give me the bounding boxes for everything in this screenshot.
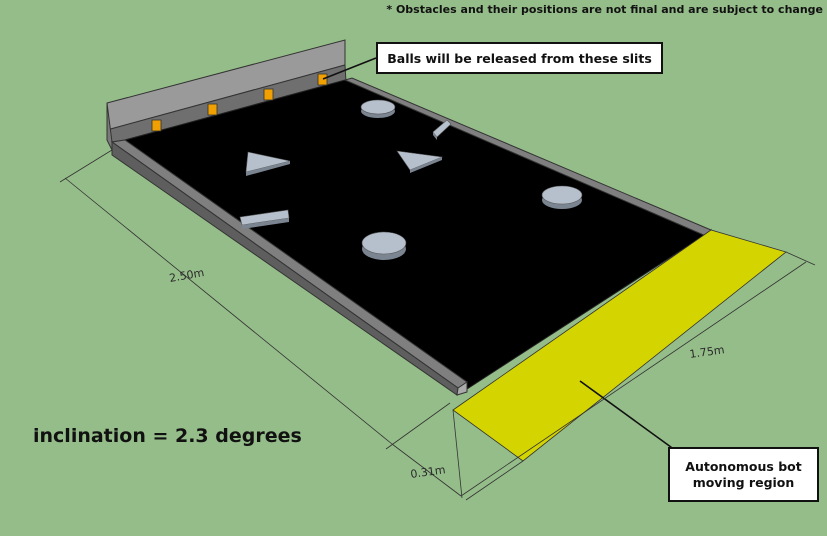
obstacle-triangle xyxy=(396,150,444,173)
leader-lines xyxy=(322,57,676,451)
dimension-width-label: 1.75m xyxy=(689,343,726,361)
slit xyxy=(317,73,328,86)
back-wall xyxy=(106,39,347,151)
inclination-label: inclination = 2.3 degrees xyxy=(33,425,302,447)
obstacles xyxy=(239,99,583,260)
dimension-lines xyxy=(59,149,816,501)
slit xyxy=(263,88,274,101)
slit xyxy=(151,119,162,132)
obstacle-disc xyxy=(360,99,396,118)
obstacle-triangle xyxy=(245,151,291,176)
obstacle-disc xyxy=(541,185,583,209)
bot-region-callout: Autonomous bot moving region xyxy=(668,447,819,502)
disclaimer-note: * Obstacles and their positions are not … xyxy=(386,3,823,16)
release-slits xyxy=(151,73,328,132)
slits-callout: Balls will be released from these slits xyxy=(376,42,663,74)
obstacle-block xyxy=(239,209,290,229)
left-side-rail xyxy=(110,139,468,396)
obstacle-disc xyxy=(361,231,407,260)
dimension-length-label: 2.50m xyxy=(168,266,205,285)
obstacle-block xyxy=(432,119,452,140)
dimension-bot-zone-label: 0.31m xyxy=(410,463,447,481)
slit xyxy=(207,103,218,116)
